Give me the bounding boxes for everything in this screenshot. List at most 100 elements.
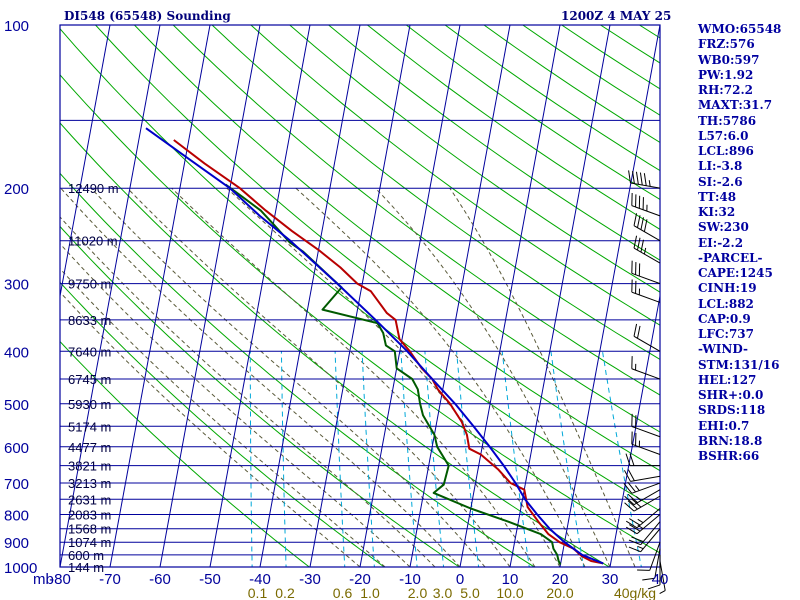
mixing-ratio-line (400, 351, 418, 567)
wind-barb-flag (629, 453, 635, 466)
wind-barb-staff (633, 335, 661, 352)
mixing-ratio-line (550, 351, 585, 567)
temperature-tick-label: -50 (199, 571, 221, 588)
wind-barb (631, 260, 661, 285)
mixing-ratio-label: 10.0 (496, 585, 523, 600)
moist-adiabat-line (127, 187, 511, 567)
wind-barb-flag (628, 539, 641, 546)
index-item: SRDS:118 (698, 403, 766, 418)
wind-barb-half-flag (635, 485, 640, 491)
index-item: MAXT:31.7 (698, 98, 773, 113)
wind-barb-flag (647, 584, 661, 590)
wind-barb (647, 554, 661, 590)
index-item: LFC:737 (698, 327, 754, 341)
index-item: LCL:896 (698, 144, 754, 158)
pressure-tick-label: 900 (4, 535, 29, 552)
wind-barb-staff (649, 542, 661, 571)
wind-barb-flag (627, 469, 635, 481)
moist-adiabat-line (60, 267, 386, 567)
wind-barb-flag (633, 235, 638, 249)
temperature-tick-label: -60 (149, 571, 171, 588)
wind-barb (659, 560, 666, 595)
moist-adiabat-line (171, 187, 536, 567)
height-label: 3213 m (68, 476, 111, 491)
wind-barb-flag (631, 536, 644, 543)
wind-barb (623, 469, 661, 482)
wind-barb-flag (635, 171, 639, 185)
stability-indices-panel: WMO:65548 FRZ:576 WB0:597 PW:1.92 RH:72.2 MAX… (698, 22, 781, 464)
wind-barb-staff (633, 489, 661, 506)
sounding-traces (145, 127, 604, 566)
plot-frame (59, 24, 661, 568)
wind-barb-flag (629, 524, 641, 532)
index-item: LCL:882 (698, 296, 754, 311)
wind-barb-flag (628, 170, 631, 184)
mixing-ratio-line (602, 351, 642, 567)
wind-barb-flag (643, 173, 647, 186)
pressure-tick-label: 600 (4, 440, 29, 457)
height-label: 7640 m (68, 344, 111, 359)
wind-barb-flag (633, 213, 638, 226)
isotherm-line (159, 25, 261, 567)
index-item: -WIND- (698, 342, 748, 357)
mixing-ratio-label: 40g/kg (614, 585, 656, 600)
temperature-trace (173, 139, 604, 565)
temperature-tick-label: -30 (299, 571, 321, 588)
wind-barb-flag (639, 172, 643, 186)
height-label: 5930 m (68, 397, 111, 412)
pressure-tick-label: 800 (4, 508, 29, 525)
wind-barb-staff (636, 508, 661, 529)
mixing-ratio-line (361, 351, 375, 567)
index-item: EI:-2.2 (698, 235, 744, 250)
wind-barb-flag (631, 498, 642, 508)
pressure-axis-label: mb (33, 571, 54, 588)
height-label: 3821 m (68, 459, 111, 474)
wind-barb (637, 542, 661, 571)
wind-barb-flag (628, 546, 641, 553)
wind-barb-staff (631, 272, 661, 285)
wind-barb-flag (636, 325, 641, 339)
wind-barb-flag (624, 502, 635, 512)
height-label: 11020 m (68, 234, 118, 249)
wind-barb (625, 508, 661, 529)
wind-barb-flag (627, 500, 638, 510)
mixing-ratio-line (280, 351, 287, 567)
wind-barb (628, 528, 661, 553)
isotherm-line (209, 25, 311, 567)
index-item: HEL:127 (698, 372, 757, 387)
index-item: TT:48 (698, 189, 737, 204)
height-label: 5174 m (68, 419, 111, 434)
mixing-ratio-label: 0.1 (248, 585, 268, 600)
temperature-tick-label: -80 (49, 571, 71, 588)
index-item: SI:-2.6 (698, 174, 743, 189)
index-item: PW:1.92 (698, 67, 754, 82)
wind-barb-staff (640, 521, 661, 546)
isotherm-line (0, 13, 12, 579)
wind-barb-half-flag (637, 518, 644, 524)
isotherm-line (359, 25, 461, 567)
pressure-tick-label: 1000 (4, 560, 37, 577)
wind-barb (642, 548, 661, 581)
temperature-tick-label: 30 (602, 571, 619, 588)
height-label: 1074 m (68, 535, 111, 550)
moist-adiabat-line (60, 216, 436, 567)
isotherm-line (559, 25, 660, 567)
isotherm-line (60, 25, 161, 567)
temperature-tick-label: 10 (502, 571, 519, 588)
temperature-tick-label: -70 (99, 571, 121, 588)
temperature-tick-label: -20 (349, 571, 371, 588)
wind-barb-staff (631, 426, 661, 438)
pressure-tick-label: 700 (4, 476, 29, 493)
wind-barb-flag (629, 518, 641, 526)
pressure-tick-label: 300 (4, 277, 29, 294)
wind-barb-half-flag (637, 545, 644, 550)
wind-barb-half-flag (648, 180, 651, 187)
mixing-ratio-line (456, 351, 480, 567)
wind-barb-staff (659, 560, 666, 591)
mixing-ratio-label: 0.6 (333, 585, 353, 600)
isotherm-line (609, 293, 660, 567)
wind-barb (633, 323, 661, 352)
index-item: -PARCEL- (698, 250, 763, 265)
wind-barb-half-flag (635, 496, 642, 502)
wind-barb-flag (625, 453, 631, 466)
